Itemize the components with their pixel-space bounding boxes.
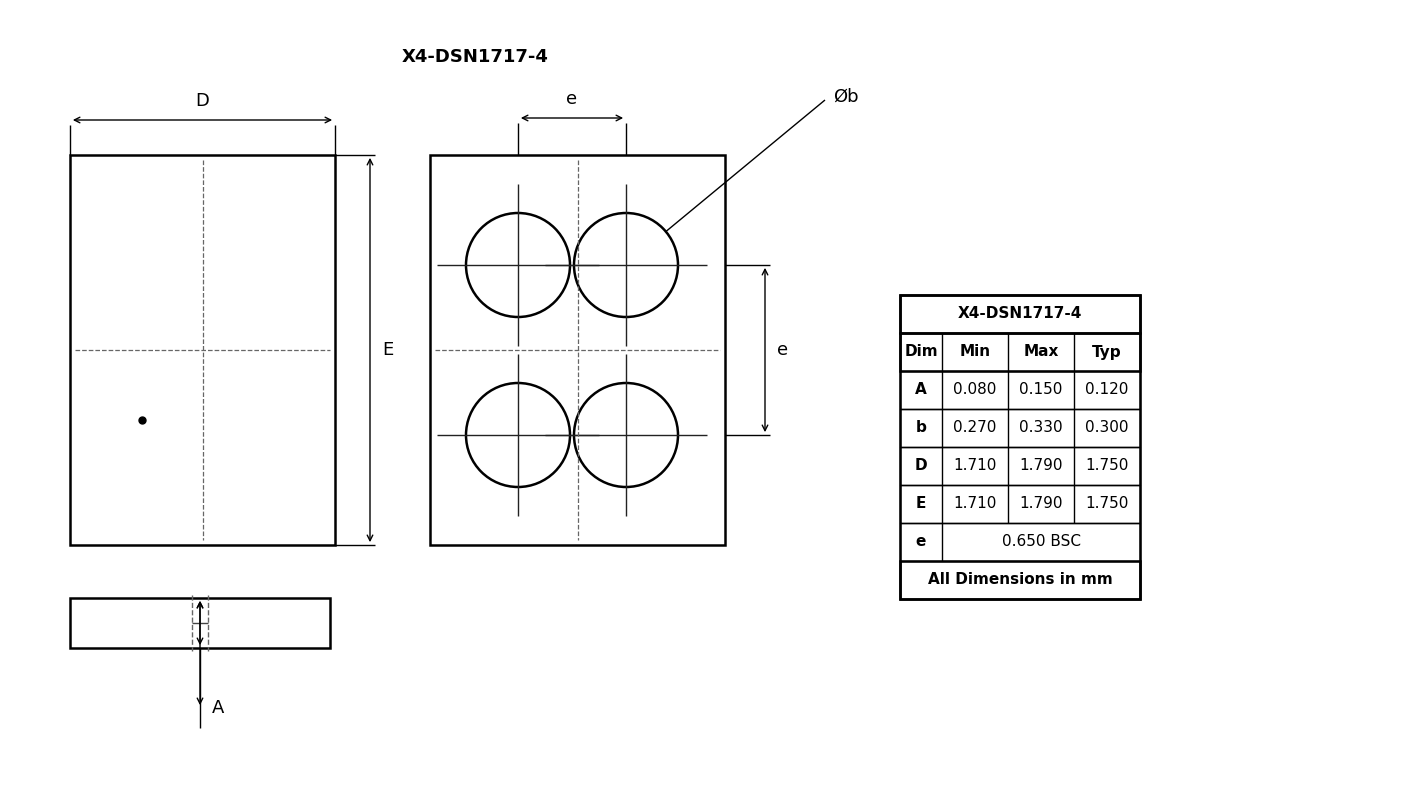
Bar — [430, 155, 726, 545]
Bar — [900, 447, 1140, 485]
Text: 0.300: 0.300 — [1085, 421, 1129, 436]
Text: A: A — [914, 382, 927, 397]
Bar — [900, 295, 1140, 599]
Text: e: e — [916, 535, 926, 550]
Text: 1.710: 1.710 — [953, 459, 997, 473]
Text: 1.790: 1.790 — [1020, 459, 1062, 473]
Text: Dim: Dim — [905, 345, 937, 360]
Text: Typ: Typ — [1092, 345, 1122, 360]
Text: A: A — [212, 699, 224, 717]
Text: Max: Max — [1024, 345, 1059, 360]
Bar — [900, 409, 1140, 447]
Text: 0.150: 0.150 — [1020, 382, 1062, 397]
Text: e: e — [567, 90, 578, 108]
Text: Min: Min — [960, 345, 991, 360]
Text: 0.650 BSC: 0.650 BSC — [1001, 535, 1081, 550]
Text: X4-DSN1717-4: X4-DSN1717-4 — [402, 48, 548, 66]
Bar — [900, 523, 1140, 561]
Text: 1.750: 1.750 — [1085, 496, 1129, 512]
Text: 1.790: 1.790 — [1020, 496, 1062, 512]
Text: All Dimensions in mm: All Dimensions in mm — [927, 572, 1112, 587]
Text: E: E — [382, 341, 393, 359]
Text: D: D — [914, 459, 927, 473]
Bar — [900, 371, 1140, 409]
Text: 0.270: 0.270 — [953, 421, 997, 436]
Text: e: e — [777, 341, 788, 359]
Text: 0.080: 0.080 — [953, 382, 997, 397]
Text: 0.120: 0.120 — [1085, 382, 1129, 397]
Text: X4-DSN1717-4: X4-DSN1717-4 — [959, 306, 1082, 322]
Bar — [900, 295, 1140, 333]
Text: D: D — [196, 92, 209, 110]
Bar — [70, 598, 329, 648]
Text: 1.710: 1.710 — [953, 496, 997, 512]
Text: 1.750: 1.750 — [1085, 459, 1129, 473]
Bar — [900, 561, 1140, 599]
Bar — [900, 485, 1140, 523]
Text: E: E — [916, 496, 926, 512]
Text: Øb: Øb — [834, 88, 859, 106]
Text: 0.330: 0.330 — [1020, 421, 1062, 436]
Bar — [900, 333, 1140, 371]
Text: b: b — [916, 421, 926, 436]
Bar — [70, 155, 335, 545]
